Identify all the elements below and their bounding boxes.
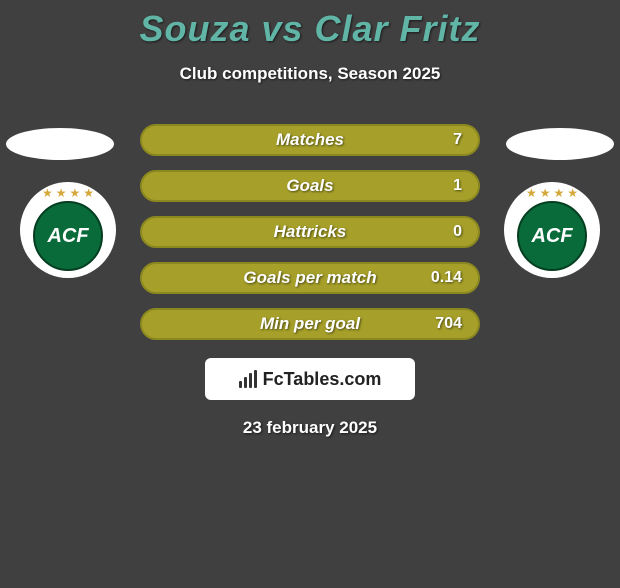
date-line: 23 february 2025 xyxy=(0,418,620,438)
stat-label: Goals xyxy=(286,176,333,196)
page-title: Souza vs Clar Fritz xyxy=(0,8,620,50)
brand-box[interactable]: FcTables.com xyxy=(205,358,415,400)
brand-text: FcTables.com xyxy=(263,369,382,390)
bar-chart-icon xyxy=(239,370,257,388)
stat-value: 0.14 xyxy=(431,269,462,287)
stat-row: Hattricks 0 xyxy=(140,216,480,248)
stat-value: 704 xyxy=(435,315,462,333)
subtitle: Club competitions, Season 2025 xyxy=(0,64,620,84)
stat-label: Matches xyxy=(276,130,344,150)
stat-value: 1 xyxy=(453,177,462,195)
stats-container: Matches 7 Goals 1 Hattricks 0 Goals per … xyxy=(0,124,620,340)
stat-label: Hattricks xyxy=(274,222,347,242)
stat-row: Matches 7 xyxy=(140,124,480,156)
stat-label: Goals per match xyxy=(243,268,376,288)
stat-value: 0 xyxy=(453,223,462,241)
stat-value: 7 xyxy=(453,131,462,149)
stat-row: Min per goal 704 xyxy=(140,308,480,340)
stat-bar: Min per goal 704 xyxy=(140,308,480,340)
stat-bar: Goals 1 xyxy=(140,170,480,202)
stat-row: Goals 1 xyxy=(140,170,480,202)
stat-bar: Hattricks 0 xyxy=(140,216,480,248)
stat-label: Min per goal xyxy=(260,314,360,334)
stat-bar: Matches 7 xyxy=(140,124,480,156)
stat-bar: Goals per match 0.14 xyxy=(140,262,480,294)
stat-row: Goals per match 0.14 xyxy=(140,262,480,294)
